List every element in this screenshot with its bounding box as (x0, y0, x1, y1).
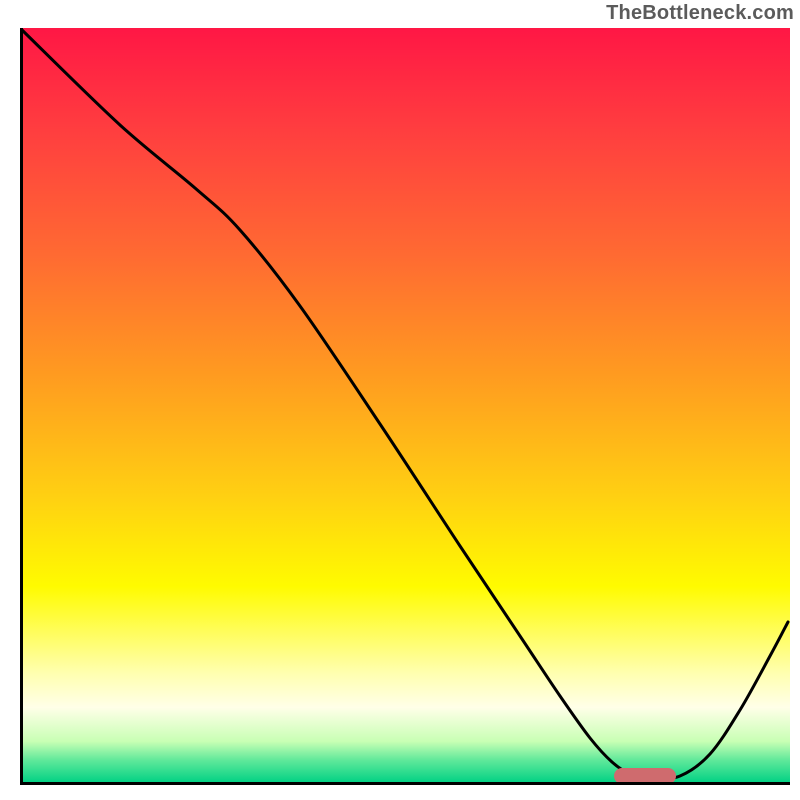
plot-frame (20, 28, 790, 785)
